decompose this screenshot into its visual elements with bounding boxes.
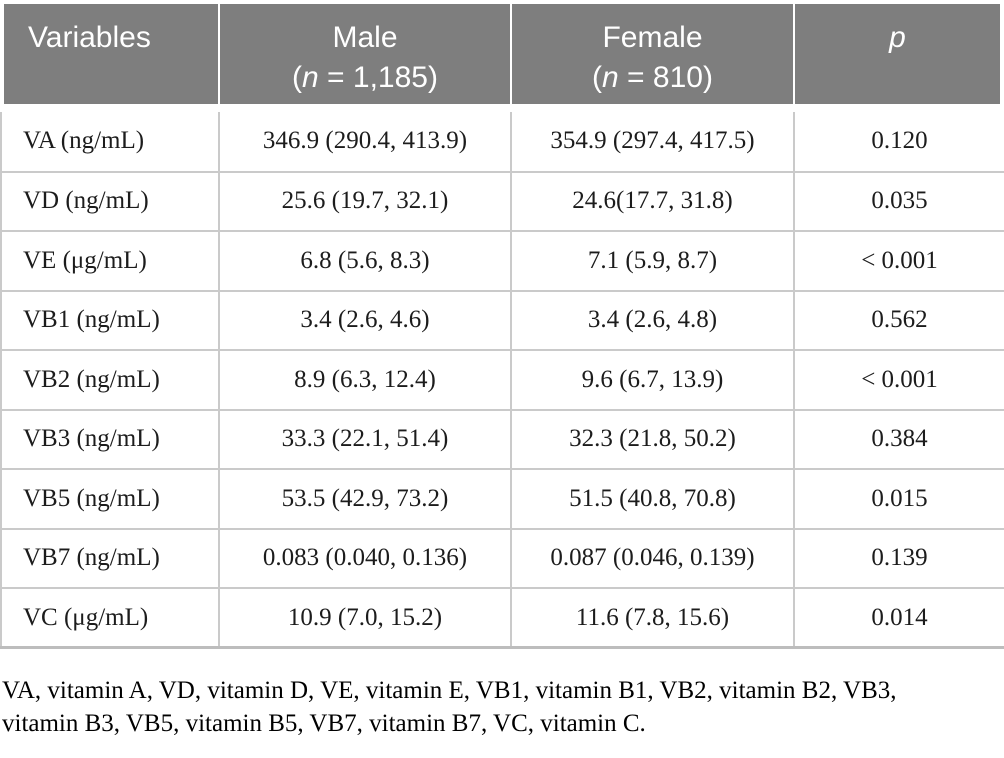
table-row: VE (μg/mL) 6.8 (5.6, 8.3) 7.1 (5.9, 8.7)… — [0, 230, 1004, 292]
header-cell-male: Male (n = 1,185) — [218, 4, 510, 104]
cell-male-value: 33.3 (22.1, 51.4) — [218, 408, 512, 470]
cell-p-value: 0.035 — [793, 170, 1004, 232]
cell-female-value: 11.6 (7.8, 15.6) — [510, 587, 795, 649]
cell-male-value: 53.5 (42.9, 73.2) — [218, 468, 512, 530]
cell-variable: VC (μg/mL) — [0, 587, 220, 649]
cell-female-value: 7.1 (5.9, 8.7) — [510, 230, 795, 292]
cell-male-value: 25.6 (19.7, 32.1) — [218, 170, 512, 232]
cell-p-value: 0.139 — [793, 527, 1004, 589]
cell-variable: VB2 (ng/mL) — [0, 349, 220, 411]
cell-p-value: < 0.001 — [793, 349, 1004, 411]
cell-female-value: 0.087 (0.046, 0.139) — [510, 527, 795, 589]
cell-p-value: 0.014 — [793, 587, 1004, 649]
header-label-male: Male — [332, 21, 398, 54]
cell-male-value: 10.9 (7.0, 15.2) — [218, 587, 512, 649]
cell-variable: VE (μg/mL) — [0, 230, 220, 292]
cell-variable: VB3 (ng/mL) — [0, 408, 220, 470]
table-header-wrap: Variables Male (n = 1,185) Female (n = 8… — [0, 0, 1004, 104]
header-cell-female: Female (n = 810) — [510, 4, 793, 104]
table-row: VA (ng/mL) 346.9 (290.4, 413.9) 354.9 (2… — [0, 112, 1004, 173]
table-row: VB2 (ng/mL) 8.9 (6.3, 12.4) 9.6 (6.7, 13… — [0, 349, 1004, 411]
cell-variable: VB5 (ng/mL) — [0, 468, 220, 530]
header-cell-p: p — [793, 4, 1000, 104]
vitamin-levels-table: VA (ng/mL) 346.9 (290.4, 413.9) 354.9 (2… — [0, 112, 1004, 649]
cell-female-value: 3.4 (2.6, 4.8) — [510, 289, 795, 351]
cell-female-value: 9.6 (6.7, 13.9) — [510, 349, 795, 411]
header-label-variables: Variables — [28, 21, 151, 54]
header-label-female: Female — [602, 21, 703, 54]
cell-variable: VB1 (ng/mL) — [0, 289, 220, 351]
cell-female-value: 354.9 (297.4, 417.5) — [510, 112, 795, 173]
cell-male-value: 346.9 (290.4, 413.9) — [218, 112, 512, 173]
table-row: VB3 (ng/mL) 33.3 (22.1, 51.4) 32.3 (21.8… — [0, 408, 1004, 470]
cell-male-value: 0.083 (0.040, 0.136) — [218, 527, 512, 589]
cell-female-value: 32.3 (21.8, 50.2) — [510, 408, 795, 470]
table-row: VC (μg/mL) 10.9 (7.0, 15.2) 11.6 (7.8, 1… — [0, 587, 1004, 649]
cell-p-value: 0.015 — [793, 468, 1004, 530]
table-row: VB5 (ng/mL) 53.5 (42.9, 73.2) 51.5 (40.8… — [0, 468, 1004, 530]
table-header-row: Variables Male (n = 1,185) Female (n = 8… — [4, 4, 1000, 104]
cell-male-value: 3.4 (2.6, 4.6) — [218, 289, 512, 351]
cell-p-value: < 0.001 — [793, 230, 1004, 292]
footnote-line-2: vitamin B3, VB5, vitamin B5, VB7, vitami… — [2, 710, 646, 737]
header-female-sample-size: (n = 810) — [592, 61, 713, 94]
cell-female-value: 51.5 (40.8, 70.8) — [510, 468, 795, 530]
table-row: VB1 (ng/mL) 3.4 (2.6, 4.6) 3.4 (2.6, 4.8… — [0, 289, 1004, 351]
header-label-p: p — [889, 21, 906, 54]
table-row: VD (ng/mL) 25.6 (19.7, 32.1) 24.6(17.7, … — [0, 170, 1004, 232]
cell-female-value: 24.6(17.7, 31.8) — [510, 170, 795, 232]
cell-p-value: 0.384 — [793, 408, 1004, 470]
cell-male-value: 6.8 (5.6, 8.3) — [218, 230, 512, 292]
cell-p-value: 0.562 — [793, 289, 1004, 351]
table-row: VB7 (ng/mL) 0.083 (0.040, 0.136) 0.087 (… — [0, 527, 1004, 589]
footnote-line-1: VA, vitamin A, VD, vitamin D, VE, vitami… — [2, 677, 897, 704]
cell-variable: VD (ng/mL) — [0, 170, 220, 232]
cell-male-value: 8.9 (6.3, 12.4) — [218, 349, 512, 411]
table-footnote: VA, vitamin A, VD, vitamin D, VE, vitami… — [0, 649, 1004, 740]
header-cell-variables: Variables — [4, 4, 218, 104]
header-male-sample-size: (n = 1,185) — [292, 61, 438, 94]
cell-p-value: 0.120 — [793, 112, 1004, 173]
cell-variable: VA (ng/mL) — [0, 112, 220, 173]
cell-variable: VB7 (ng/mL) — [0, 527, 220, 589]
